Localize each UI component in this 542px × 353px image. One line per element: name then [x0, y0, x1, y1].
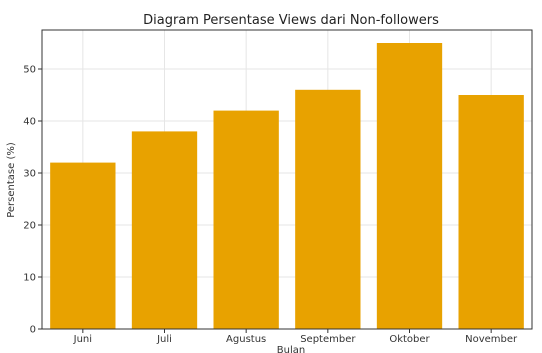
- bar-juni: [50, 162, 116, 329]
- x-tick-label: November: [465, 334, 518, 345]
- axes: [41, 29, 533, 330]
- bar-agustus: [213, 110, 279, 329]
- x-tick-label: Agustus: [226, 334, 266, 345]
- y-tick-label: 20: [23, 221, 36, 232]
- bar-november: [458, 95, 524, 329]
- bars: [50, 43, 524, 329]
- x-tick-label: Juli: [156, 334, 172, 345]
- x-tick-label: Juni: [73, 334, 92, 345]
- y-axis-label: Persentase (%): [6, 142, 17, 218]
- plot-frame: [41, 29, 533, 330]
- x-ticks: Juni Juli Agustus September Oktober November: [73, 329, 518, 345]
- chart-title: Diagram Persentase Views dari Non-follow…: [143, 13, 439, 28]
- y-tick-label: 50: [23, 65, 36, 76]
- y-tick-label: 0: [30, 325, 36, 336]
- y-tick-label: 10: [23, 273, 36, 284]
- bar-september: [295, 89, 361, 329]
- x-axis-label: Bulan: [277, 345, 305, 353]
- bar-oktober: [376, 43, 443, 329]
- y-ticks: 0 10 20 30 40 50: [23, 65, 42, 336]
- y-tick-label: 40: [23, 117, 36, 128]
- bar-juli: [131, 131, 198, 329]
- x-tick-label: September: [300, 334, 356, 345]
- y-tick-label: 30: [23, 169, 36, 180]
- x-tick-label: Oktober: [389, 334, 430, 345]
